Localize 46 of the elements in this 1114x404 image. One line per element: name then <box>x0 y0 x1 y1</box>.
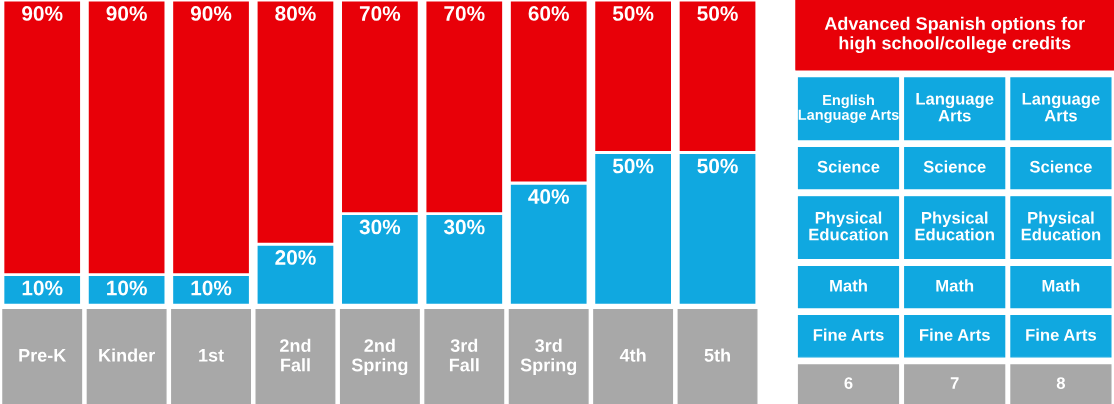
x-tick-label: 4th <box>619 348 646 362</box>
x-tick-label: 5th <box>704 348 730 362</box>
text: Physical Education <box>1021 211 1101 241</box>
data-label: 30% <box>443 219 485 235</box>
text: Math <box>1042 279 1080 292</box>
text: Science <box>923 160 986 173</box>
text: Fine Arts <box>813 328 884 341</box>
text: Math <box>936 279 974 292</box>
data-label: 60% <box>528 6 570 21</box>
data-label: 50% <box>697 6 738 21</box>
data-label: 90% <box>22 6 63 21</box>
text: English Language Arts <box>798 94 899 123</box>
x-tick-label: Pre-K <box>19 349 67 362</box>
data-label: 50% <box>612 6 654 21</box>
text: Advanced Spanish options for high school/college credits <box>824 16 1085 54</box>
text: Science <box>817 160 880 173</box>
text: Physical Education <box>915 211 994 241</box>
data-label: 20% <box>275 250 316 265</box>
data-label: 50% <box>612 158 654 174</box>
text: Fine Arts <box>920 328 990 341</box>
category-label: 8 <box>1056 377 1066 389</box>
text: Math <box>830 279 867 292</box>
x-tick-label: 1st <box>199 349 224 362</box>
x-tick-label: Kinder <box>99 348 155 362</box>
data-label: 90% <box>106 6 147 21</box>
text: Language Arts <box>916 93 994 122</box>
category-label: 6 <box>844 377 853 389</box>
data-label: 80% <box>275 6 316 21</box>
data-label: 70% <box>359 6 401 21</box>
data-label: 40% <box>528 189 570 204</box>
data-label: 70% <box>444 6 485 21</box>
x-tick-label: 2nd Spring <box>351 338 408 376</box>
text: Fine Arts <box>1026 328 1097 341</box>
data-label: 90% <box>190 6 232 21</box>
data-label: 10% <box>191 280 232 296</box>
x-tick-label: 2nd Fall <box>280 338 311 372</box>
text: Language Arts <box>1022 93 1100 122</box>
data-label: 50% <box>697 158 738 174</box>
data-label: 30% <box>359 219 401 235</box>
text: Science <box>1029 160 1092 173</box>
data-label: 10% <box>22 280 63 296</box>
category-label: 7 <box>950 377 959 389</box>
x-tick-label: 3rd Spring <box>520 338 577 376</box>
data-label: 10% <box>107 280 147 296</box>
x-tick-label: 3rd Fall <box>449 338 479 372</box>
text: Physical Education <box>809 211 888 241</box>
